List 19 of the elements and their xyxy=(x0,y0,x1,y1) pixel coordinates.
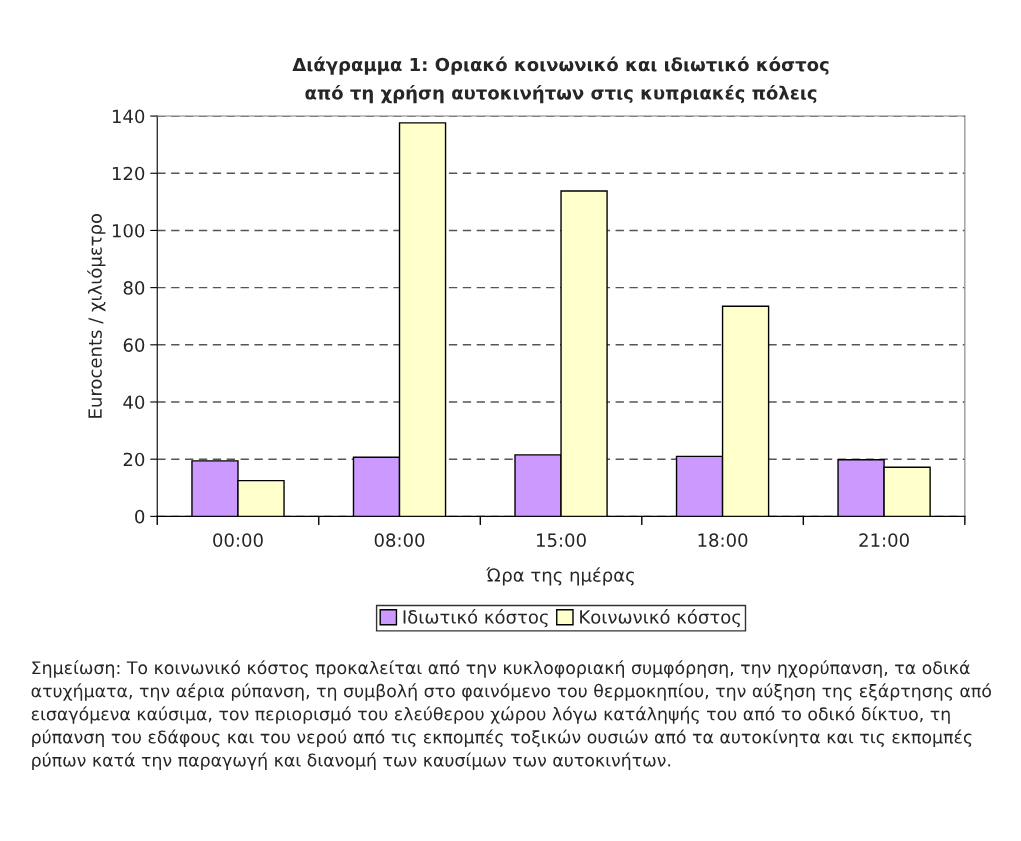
y-tick-label: 80 xyxy=(123,281,145,295)
x-tick-label: 00:00 xyxy=(213,533,263,548)
y-tick-label: 120 xyxy=(112,166,145,181)
y-tick-label: 60 xyxy=(123,338,145,352)
y-tick-label: 140 xyxy=(112,109,145,124)
legend-label: Κοινωνικό κόστος xyxy=(580,609,741,628)
text: Σημείωση: Το κοινωνικό κόστος προκαλείται από την κυκλοφοριακή συμφόρηση, την ηχορύπανση, τα οδικά ατυχήματα, την αέρια ρύπανση, τη συμβολή στο φαινόμενο του θερμοκηπίου, την αύξηση της εξάρτησης από εισαγόμενα καύσιμα, τον περιορισμό του ελεύθερου χώρου λόγω κατάληψής του από το οδικό δίκτυο, τη ρύπανση του εδάφους και του νερού από τις εκπομπές τοξικών ουσιών από τα αυτοκίνητα και τις εκπομπές ρύπων κατά την παραγωγή και διανομή των καυσίμων των αυτοκινήτων. xyxy=(31,660,992,771)
legend-label: Ιδιωτικό κόστος xyxy=(403,609,548,628)
x-tick-label: 08:00 xyxy=(374,533,425,548)
y-tick-label: 100 xyxy=(112,223,145,238)
y-tick-label: 40 xyxy=(123,395,145,410)
y-axis-title: Eurocents / χιλιόμετρο xyxy=(87,213,106,418)
y-tick-label: 20 xyxy=(123,452,145,467)
y-tick-label: 0 xyxy=(135,509,145,524)
x-tick-label: 15:00 xyxy=(537,533,586,548)
x-tick-label: 21:00 xyxy=(859,533,909,548)
x-tick-label: 18:00 xyxy=(698,533,748,548)
chart-title: Διάγραμμα 1: Οριακό κοινωνικό και ιδιωτικό κόστος από τη χρήση αυτοκινήτων στις κυπριακές πόλεις xyxy=(292,56,829,104)
x-axis-title: Ώρα της ημέρας xyxy=(486,567,634,586)
